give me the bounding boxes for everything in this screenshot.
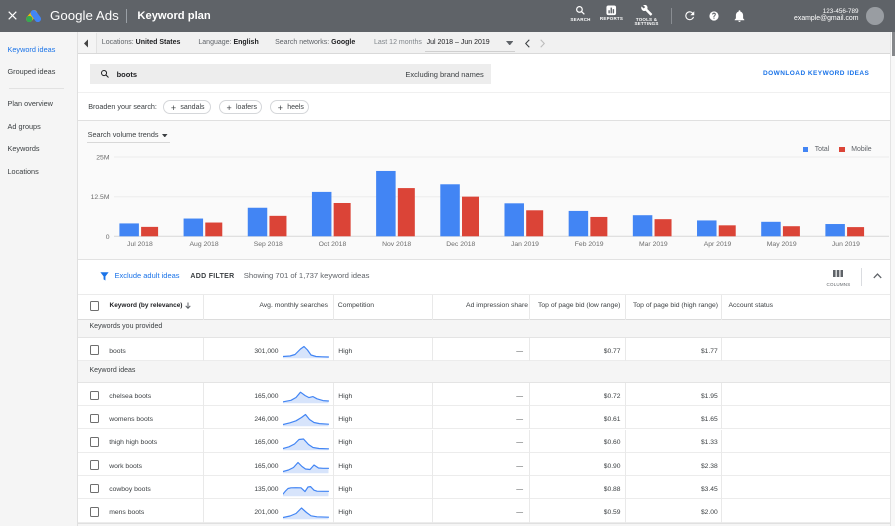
svg-text:Feb 2019: Feb 2019	[575, 241, 604, 248]
svg-text:Nov 2018: Nov 2018	[382, 241, 411, 248]
svg-text:0: 0	[106, 233, 110, 240]
svg-text:Jun 2019: Jun 2019	[832, 241, 860, 248]
svg-text:Aug 2018: Aug 2018	[190, 241, 219, 248]
svg-text:Apr 2019: Apr 2019	[704, 241, 732, 248]
svg-text:12.5M: 12.5M	[91, 194, 110, 201]
svg-text:Dec 2018: Dec 2018	[446, 241, 475, 248]
svg-text:Jan 2019: Jan 2019	[511, 241, 539, 248]
svg-text:25M: 25M	[96, 154, 110, 161]
svg-text:May 2019: May 2019	[767, 241, 797, 248]
svg-text:Jul 2018: Jul 2018	[127, 241, 153, 248]
svg-text:Sep 2018: Sep 2018	[254, 241, 283, 248]
svg-text:Mar 2019: Mar 2019	[639, 241, 668, 248]
svg-text:Oct 2018: Oct 2018	[319, 241, 347, 248]
